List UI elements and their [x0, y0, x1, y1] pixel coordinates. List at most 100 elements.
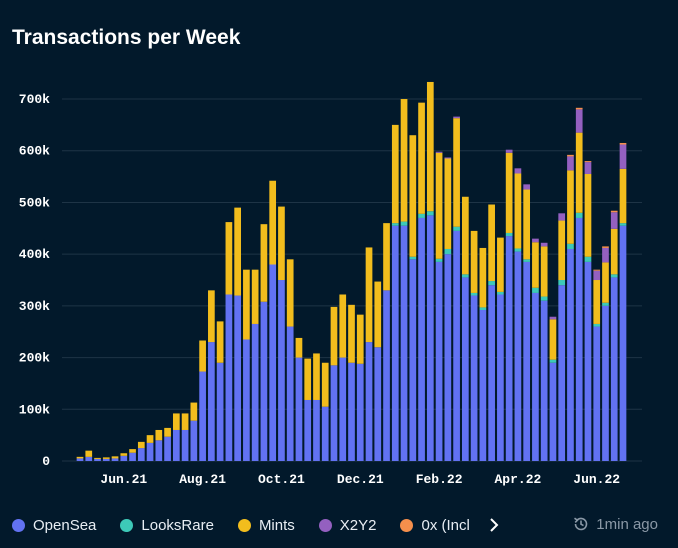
bar-x2y2[interactable] [444, 157, 452, 159]
bar-0x[interactable] [584, 161, 592, 163]
bar-mints[interactable] [278, 206, 285, 281]
bar-mints[interactable] [164, 427, 171, 437]
bar-mints[interactable] [532, 242, 539, 288]
bar-mints[interactable] [102, 457, 110, 459]
bar-looksrare[interactable] [523, 259, 531, 262]
bar-0x[interactable] [567, 154, 574, 157]
bar-opensea[interactable] [505, 236, 513, 461]
bar-mints[interactable] [409, 135, 417, 257]
bar-mints[interactable] [488, 204, 495, 282]
bar-opensea[interactable] [462, 277, 469, 461]
bar-mints[interactable] [444, 158, 452, 249]
bar-looksrare[interactable] [391, 223, 399, 226]
bar-mints[interactable] [426, 81, 434, 212]
bar-opensea[interactable] [532, 292, 539, 461]
bar-opensea[interactable] [409, 259, 417, 461]
bar-looksrare[interactable] [558, 280, 566, 286]
bar-opensea[interactable] [295, 357, 303, 461]
bar-opensea[interactable] [304, 399, 312, 461]
bar-opensea[interactable] [584, 261, 592, 461]
bar-opensea[interactable] [610, 277, 618, 461]
bar-opensea[interactable] [111, 458, 119, 461]
bar-looksrare[interactable] [549, 359, 557, 363]
bar-0x[interactable] [602, 246, 609, 248]
bar-opensea[interactable] [619, 225, 627, 461]
bar-mints[interactable] [234, 207, 241, 296]
bar-opensea[interactable] [208, 342, 215, 461]
bar-mints[interactable] [575, 132, 583, 213]
bar-opensea[interactable] [155, 440, 163, 461]
bar-looksrare[interactable] [444, 248, 452, 255]
legend-item-looksrare[interactable]: LooksRare [120, 517, 214, 534]
bar-mints[interactable] [540, 246, 548, 297]
bar-opensea[interactable] [181, 429, 189, 461]
bar-looksrare[interactable] [567, 243, 574, 249]
bar-opensea[interactable] [497, 294, 504, 461]
legend-item-0x[interactable]: 0x (Incl [400, 517, 479, 534]
bar-mints[interactable] [137, 441, 145, 449]
bar-x2y2[interactable] [435, 151, 443, 153]
bar-x2y2[interactable] [540, 242, 548, 247]
bar-mints[interactable] [602, 262, 609, 303]
bar-mints[interactable] [216, 321, 224, 363]
bar-x2y2[interactable] [523, 184, 531, 190]
bar-mints[interactable] [129, 449, 136, 453]
bar-opensea[interactable] [278, 280, 285, 461]
bar-looksrare[interactable] [453, 226, 460, 231]
bar-mints[interactable] [567, 170, 574, 244]
bar-looksrare[interactable] [575, 212, 583, 218]
bar-x2y2[interactable] [532, 238, 539, 243]
bar-0x[interactable] [619, 142, 627, 145]
bar-mints[interactable] [181, 413, 189, 430]
bar-looksrare[interactable] [505, 232, 513, 237]
bar-opensea[interactable] [523, 261, 531, 461]
bar-0x[interactable] [610, 210, 618, 213]
bar-opensea[interactable] [120, 455, 128, 461]
bar-mints[interactable] [453, 118, 460, 227]
bar-mints[interactable] [391, 124, 399, 224]
bar-looksrare[interactable] [462, 274, 469, 278]
legend-next-icon[interactable] [489, 518, 499, 532]
bar-x2y2[interactable] [602, 247, 609, 263]
bar-looksrare[interactable] [593, 323, 601, 327]
bar-mints[interactable] [365, 247, 373, 343]
bar-mints[interactable] [76, 456, 84, 459]
bar-x2y2[interactable] [567, 156, 574, 171]
bar-mints[interactable] [356, 314, 364, 364]
bar-opensea[interactable] [102, 458, 110, 461]
bar-x2y2[interactable] [514, 168, 522, 174]
bar-opensea[interactable] [391, 225, 399, 461]
bar-mints[interactable] [172, 413, 180, 430]
bar-mints[interactable] [146, 435, 154, 443]
bar-opensea[interactable] [76, 458, 84, 461]
bar-opensea[interactable] [383, 290, 390, 461]
bar-opensea[interactable] [540, 300, 548, 461]
bar-x2y2[interactable] [453, 116, 460, 119]
bar-opensea[interactable] [488, 285, 495, 461]
bar-mints[interactable] [260, 224, 268, 302]
bar-opensea[interactable] [470, 295, 478, 461]
bar-opensea[interactable] [321, 406, 329, 461]
bar-opensea[interactable] [260, 301, 268, 461]
bar-opensea[interactable] [216, 362, 224, 461]
bar-mints[interactable] [243, 269, 250, 340]
bar-opensea[interactable] [172, 429, 180, 461]
bar-opensea[interactable] [514, 251, 522, 461]
bar-looksrare[interactable] [409, 256, 417, 260]
bar-looksrare[interactable] [426, 211, 434, 216]
legend-item-opensea[interactable]: OpenSea [12, 517, 96, 534]
legend-item-x2y2[interactable]: X2Y2 [318, 517, 376, 534]
bar-mints[interactable] [374, 281, 382, 348]
bar-x2y2[interactable] [593, 270, 601, 281]
bar-looksrare[interactable] [497, 291, 504, 295]
bar-opensea[interactable] [453, 230, 460, 461]
bar-x2y2[interactable] [549, 316, 557, 320]
bar-mints[interactable] [462, 196, 469, 275]
bar-mints[interactable] [497, 237, 504, 292]
bar-mints[interactable] [251, 269, 259, 324]
bar-mints[interactable] [199, 340, 206, 372]
bar-opensea[interactable] [190, 420, 198, 461]
bar-0x[interactable] [593, 269, 601, 271]
bar-opensea[interactable] [348, 362, 355, 461]
bar-mints[interactable] [514, 173, 522, 249]
